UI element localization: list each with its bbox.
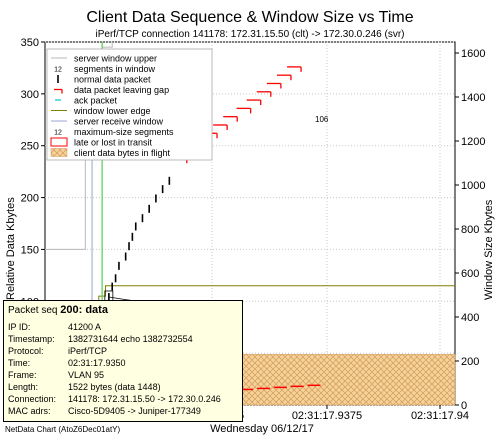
legend-label: data packet leaving gap bbox=[74, 85, 169, 95]
legend-swatch-area bbox=[50, 148, 68, 157]
y-axis-label: Relative Data Kbytes bbox=[5, 197, 17, 300]
info-row-value: iPerf/TCP bbox=[68, 346, 108, 356]
info-row-label: Length: bbox=[8, 382, 39, 392]
legend-label: window lower edge bbox=[73, 106, 151, 116]
y2-tick-label: 600 bbox=[461, 268, 479, 280]
x-tick-label: 02:31:17.94 bbox=[411, 410, 469, 422]
legend-label: server window upper bbox=[74, 54, 157, 64]
y2-tick-label: 0 bbox=[461, 400, 467, 412]
y2-tick-label: 1200 bbox=[461, 136, 485, 148]
x-axis-label: Wednesday 06/12/17 bbox=[210, 423, 314, 435]
y2-tick-label: 400 bbox=[461, 312, 479, 324]
y-tick-label: 150 bbox=[21, 244, 39, 256]
y-tick-label: 300 bbox=[21, 89, 39, 101]
y2-axis-label: Window Size Kbytes bbox=[483, 199, 495, 300]
y2-tick-label: 1600 bbox=[461, 48, 485, 60]
packet-info-tooltip: Packet seq 200: data IP ID: 41200 A Timest… bbox=[3, 300, 243, 422]
info-row: Connection: 141178: 172.31.15.50 -> 172.3… bbox=[8, 394, 221, 405]
legend-swatch-box bbox=[50, 137, 68, 147]
legend-label: segments in window bbox=[74, 64, 156, 74]
legend-marker-text: 12 bbox=[54, 67, 62, 74]
legend-marker-text: 12 bbox=[54, 130, 62, 137]
info-row-value: 1382731644 echo 1382732554 bbox=[68, 334, 193, 344]
info-header: Packet seq 200: data bbox=[8, 304, 108, 316]
info-row-value: 41200 A bbox=[68, 322, 102, 332]
legend-swatch: 12 bbox=[54, 67, 62, 74]
info-row-label: Protocol: bbox=[8, 346, 44, 356]
legend-label: normal data packet bbox=[74, 75, 151, 85]
info-row: Timestamp: 1382731644 echo 1382732554 bbox=[8, 334, 193, 345]
legend-label: server receive window bbox=[74, 117, 164, 127]
info-row-value: Cisco-5D9405 -> Juniper-177349 bbox=[68, 406, 201, 416]
info-header-label: Packet seq bbox=[8, 305, 58, 316]
x-tick-label: 02:31:17.9375 bbox=[292, 410, 362, 422]
info-row: Time: 02:31:17.9350 bbox=[8, 358, 126, 369]
legend-label: client data bytes in flight bbox=[74, 148, 171, 158]
segment-annotation: 106 bbox=[315, 115, 329, 124]
legend-swatch bbox=[50, 148, 68, 157]
legend-label: late or lost in transit bbox=[74, 138, 153, 148]
info-row-label: MAC adrs: bbox=[8, 406, 51, 416]
y-tick-label: 250 bbox=[21, 141, 39, 153]
legend: server window upper 12 segments in windown… bbox=[46, 48, 213, 161]
legend-box bbox=[46, 48, 213, 161]
info-row: IP ID: 41200 A bbox=[8, 322, 101, 333]
y2-tick-label: 200 bbox=[461, 356, 479, 368]
chart-title: Client Data Sequence & Window Size vs Ti… bbox=[86, 9, 413, 26]
legend-swatch bbox=[50, 137, 68, 147]
info-row-value: VLAN 95 bbox=[68, 370, 105, 380]
legend-label: ack packet bbox=[74, 96, 118, 106]
credit-text: NetData Chart (AtoZ6Dec01atY) bbox=[5, 425, 120, 434]
info-row-value: 02:31:17.9350 bbox=[68, 358, 126, 368]
info-row-label: Connection: bbox=[8, 394, 57, 404]
info-row-label: IP ID: bbox=[8, 322, 31, 332]
y-tick-label: 350 bbox=[21, 37, 39, 49]
y2-tick-label: 1000 bbox=[461, 180, 485, 192]
y-tick-label: 200 bbox=[21, 193, 39, 205]
info-row: Protocol: iPerf/TCP bbox=[8, 346, 107, 357]
info-row: MAC adrs: Cisco-5D9405 -> Juniper-177349 bbox=[8, 406, 201, 417]
info-header-value: 200: data bbox=[60, 304, 108, 316]
info-row-value: 1522 bytes (data 1448) bbox=[68, 382, 161, 392]
info-row-label: Timestamp: bbox=[8, 334, 55, 344]
chart-subtitle: iPerf/TCP connection 141178: 172.31.15.5… bbox=[96, 29, 405, 40]
y2-tick-label: 1400 bbox=[461, 92, 485, 104]
info-row-label: Time: bbox=[8, 358, 31, 368]
info-row-label: Frame: bbox=[8, 370, 37, 380]
y2-tick-label: 800 bbox=[461, 224, 479, 236]
legend-label: maximum-size segments bbox=[74, 127, 174, 137]
legend-swatch: 12 bbox=[54, 130, 62, 137]
legend-swatch bbox=[54, 88, 63, 94]
info-row: Length: 1522 bytes (data 1448) bbox=[8, 382, 161, 393]
info-row-value: 141178: 172.31.15.50 -> 172.30.0.246 bbox=[68, 394, 221, 404]
info-row: Frame: VLAN 95 bbox=[8, 370, 104, 381]
